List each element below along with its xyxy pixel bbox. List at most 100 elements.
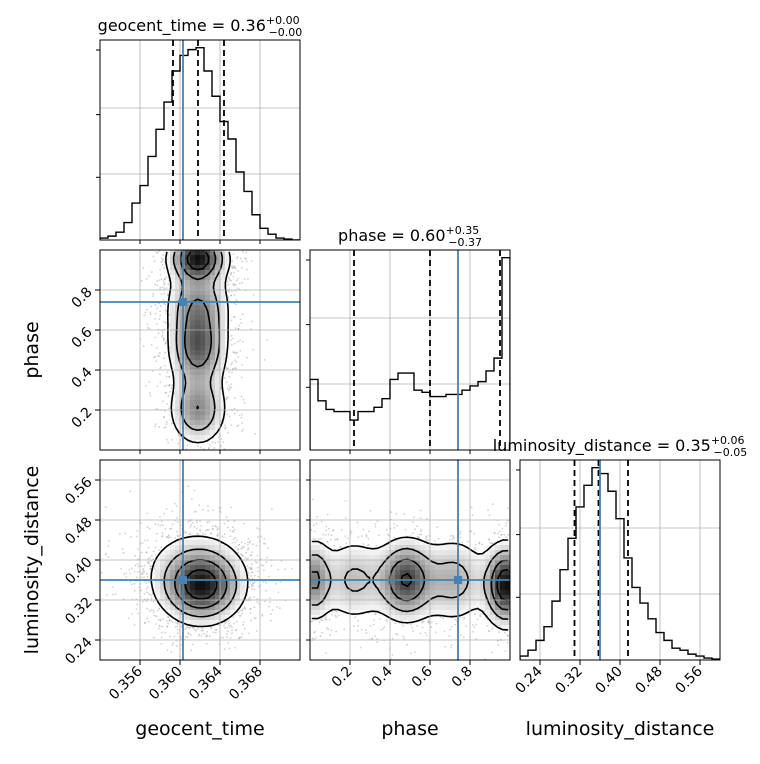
scatter-point xyxy=(168,395,170,397)
scatter-point xyxy=(177,244,179,246)
scatter-point xyxy=(147,327,149,329)
density-cell xyxy=(200,400,205,405)
scatter-point xyxy=(228,278,230,280)
scatter-point xyxy=(184,241,186,243)
density-cell xyxy=(200,345,205,350)
scatter-point xyxy=(196,246,198,248)
scatter-point xyxy=(228,371,230,373)
scatter-point xyxy=(231,542,233,544)
panel-title: luminosity_distance = 0.35+0.06−0.05 xyxy=(493,434,748,459)
density-cell xyxy=(200,270,205,275)
scatter-point xyxy=(246,565,248,567)
scatter-point xyxy=(207,505,209,507)
scatter-point xyxy=(210,243,212,245)
scatter-point xyxy=(134,555,136,557)
density-cell xyxy=(190,385,195,390)
scatter-point xyxy=(159,315,161,317)
scatter-point xyxy=(244,543,246,545)
density-cell xyxy=(200,375,205,380)
scatter-point xyxy=(148,621,150,623)
scatter-point xyxy=(155,360,157,362)
scatter-point xyxy=(237,278,239,280)
density-cell xyxy=(195,340,200,345)
density-cell xyxy=(220,270,225,275)
density-cell xyxy=(215,400,220,405)
scatter-point xyxy=(245,552,247,554)
scatter-point xyxy=(249,567,251,569)
scatter-point xyxy=(209,241,211,243)
scatter-point xyxy=(229,387,231,389)
density-cell xyxy=(175,405,180,410)
scatter-point xyxy=(214,244,216,246)
scatter-point xyxy=(227,388,229,390)
scatter-point xyxy=(228,246,230,248)
density-cell xyxy=(190,310,195,315)
scatter-point xyxy=(191,498,193,500)
scatter-point xyxy=(165,313,167,315)
scatter-point xyxy=(177,534,179,536)
scatter-point xyxy=(175,453,177,455)
scatter-point xyxy=(157,252,159,254)
scatter-point xyxy=(230,625,232,627)
density-cell xyxy=(170,345,175,350)
density-cell xyxy=(175,285,180,290)
scatter-point xyxy=(186,246,188,248)
density-cell xyxy=(190,375,195,380)
density-cell xyxy=(185,370,190,375)
scatter-point xyxy=(254,588,256,590)
density-cell xyxy=(190,330,195,335)
scatter-point xyxy=(160,525,162,527)
scatter-point xyxy=(196,243,198,245)
scatter-point xyxy=(155,615,157,617)
scatter-point xyxy=(202,245,204,247)
scatter-point xyxy=(171,245,173,247)
scatter-point xyxy=(239,339,241,341)
scatter-point xyxy=(168,245,170,247)
density-cell xyxy=(190,320,195,325)
scatter-point xyxy=(193,244,195,246)
scatter-point xyxy=(226,627,228,629)
scatter-point xyxy=(131,613,133,615)
density-cell xyxy=(200,320,205,325)
scatter-point xyxy=(149,557,151,559)
density-cell xyxy=(220,280,225,285)
scatter-point xyxy=(242,251,244,253)
density-cell xyxy=(205,335,210,340)
scatter-point xyxy=(228,284,230,286)
scatter-point xyxy=(212,246,214,248)
scatter-point xyxy=(193,246,195,248)
density-cell xyxy=(220,275,225,280)
scatter-point xyxy=(200,245,202,247)
scatter-point xyxy=(148,558,150,560)
scatter-point xyxy=(162,332,164,334)
scatter-point xyxy=(237,356,239,358)
scatter-point xyxy=(160,381,162,383)
scatter-point xyxy=(231,363,233,365)
density-cell xyxy=(210,320,215,325)
scatter-point xyxy=(206,247,208,249)
scatter-point xyxy=(148,547,150,549)
scatter-point xyxy=(137,613,139,615)
scatter-point xyxy=(216,529,218,531)
scatter-point xyxy=(202,242,204,244)
density-cell xyxy=(190,315,195,320)
scatter-point xyxy=(162,618,164,620)
scatter-point xyxy=(153,637,155,639)
scatter-point xyxy=(162,524,164,526)
scatter-point xyxy=(174,636,176,638)
density-cell xyxy=(175,410,180,415)
scatter-point xyxy=(229,530,231,532)
density-cell xyxy=(200,290,205,295)
scatter-point xyxy=(129,490,131,492)
scatter-point xyxy=(141,280,143,282)
density-cell xyxy=(200,385,205,390)
density-cell xyxy=(215,250,220,255)
scatter-point xyxy=(188,633,190,635)
scatter-point xyxy=(205,246,207,248)
scatter-point xyxy=(188,485,190,487)
scatter-point xyxy=(151,609,153,611)
density-cell xyxy=(200,310,205,315)
scatter-point xyxy=(205,452,207,454)
density-cell xyxy=(200,405,205,410)
density-cell xyxy=(170,335,175,340)
